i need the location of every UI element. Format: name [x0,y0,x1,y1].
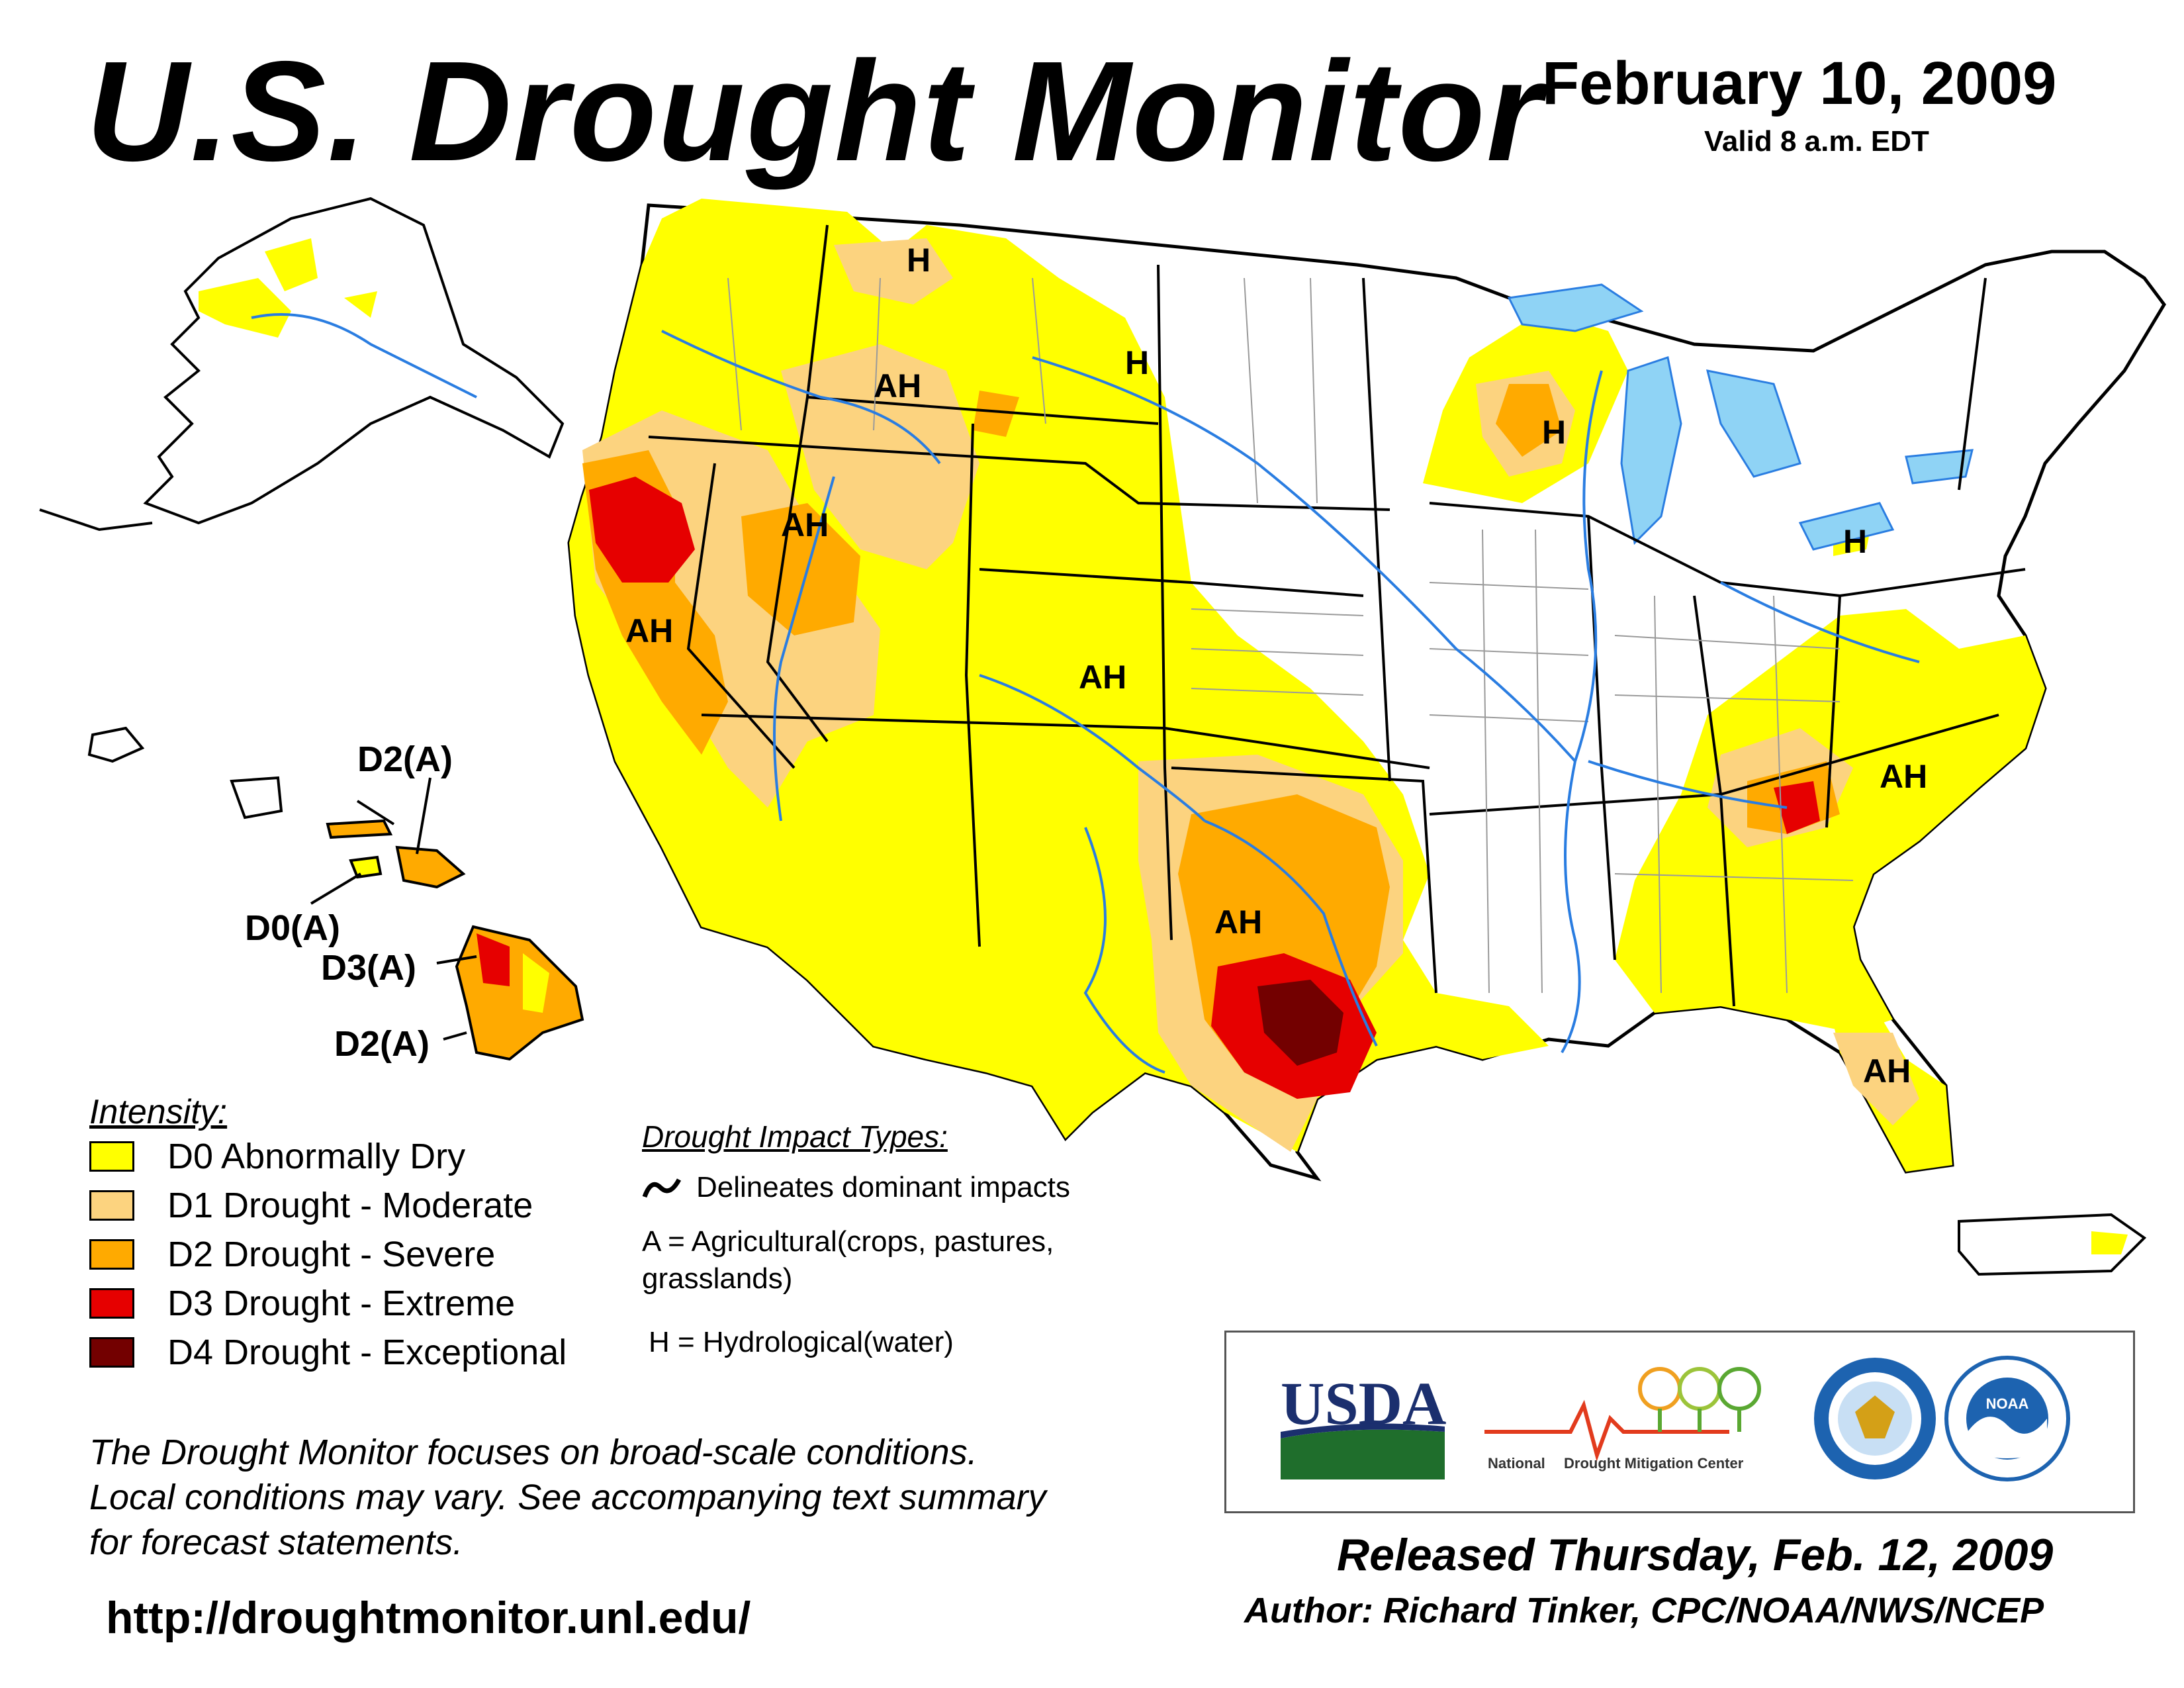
big-island [455,925,584,1061]
impact-label-ca: AH [625,612,673,649]
big-island-d0 [523,953,549,1013]
county-lines [727,277,1854,994]
ndmc-text-1: National [1488,1455,1545,1472]
kauai [87,726,145,763]
legend-swatch-d3 [89,1288,134,1319]
legend-swatch-d2 [89,1239,134,1270]
impact-label-co: AH [1079,659,1126,696]
alaska-d0-2 [265,238,318,291]
legend-label-d1: D1 Drought - Moderate [167,1186,533,1225]
alaska-outline [143,197,565,525]
note-line-1: The Drought Monitor focuses on broad-sca… [89,1432,978,1472]
hawaii-label-2: D0(A) [245,908,340,948]
maui [395,845,466,889]
impact-label-wi: H [1542,414,1566,451]
map-date: February 10, 2009 [1542,50,2057,117]
legend-label-d4: D4 Drought - Exceptional [167,1333,567,1372]
big-island-d3 [477,933,510,986]
impact-label-fl: AH [1863,1053,1911,1090]
d4-area [1257,980,1343,1066]
impact-agricultural-2: grasslands) [642,1262,793,1295]
impact-label-mt: H [907,242,931,279]
intensity-legend: Intensity: D0 Abnormally Dry D1 Drought … [89,1092,567,1377]
impact-label-mt-east: H [1125,344,1149,381]
legend-row-d0: D0 Abnormally Dry [89,1132,567,1181]
alaska-d0 [199,278,291,338]
aleutians [39,508,153,532]
yukon-river [251,313,477,399]
hawaii-label-3: D3(A) [321,948,416,988]
oahu [230,776,283,820]
disclaimer-note: The Drought Monitor focuses on broad-sca… [89,1430,1214,1565]
impact-label-or: AH [781,506,829,543]
legend-swatch-d4 [89,1337,134,1368]
hawaii-label-1: D2(A) [357,739,453,779]
logos-svg: USDA National Drought Mitigation Center [1281,1356,2070,1481]
hawaii-leader-3 [310,872,362,905]
impact-agricultural-1: A = Agricultural(crops, pastures, [642,1225,1054,1258]
hawaii-label-4: D2(A) [334,1024,430,1064]
rivers [661,330,1920,1074]
legend-row-d2: D2 Drought - Severe [89,1230,567,1279]
release-date: Released Thursday, Feb. 12, 2009 [1337,1530,2054,1580]
legend-title: Intensity: [89,1093,228,1131]
molokai [326,819,393,839]
legend-row-d3: D3 Drought - Extreme [89,1279,567,1328]
usda-logo: USDA [1281,1370,1446,1479]
commerce-seal-icon [1814,1358,1936,1479]
hawaii-map: D2(A) D0(A) D3(A) D2(A) [87,726,584,1064]
hawaii-leader-1 [356,800,395,825]
ndmc-text-2: Drought Mitigation Center [1564,1455,1744,1472]
noaa-logo: NOAA [1944,1356,2070,1481]
impact-label-id: AH [874,367,921,404]
legend-label-d3: D3 Drought - Extreme [167,1284,516,1323]
author-credit: Author: Richard Tinker, CPC/NOAA/NWS/NCE… [1244,1591,2044,1630]
hawaii-leader-4 [436,955,477,964]
hawaii-leader-2 [416,777,432,855]
alaska-d0-3 [344,291,377,318]
page-title: U.S. Drought Monitor [86,31,1543,191]
legend-label-d0: D0 Abnormally Dry [167,1137,466,1176]
alaska-map [39,197,565,532]
impact-label-nc: AH [1880,758,1927,795]
impact-types: Drought Impact Types: Delineates dominan… [642,1119,1171,1361]
valid-time: Valid 8 a.m. EDT [1704,125,1929,158]
impact-title: Drought Impact Types: [642,1119,948,1154]
legend-row-d1: D1 Drought - Moderate [89,1181,567,1230]
legend-label-d2: D2 Drought - Severe [167,1235,496,1274]
impact-line-icon [642,1178,682,1198]
state-borders [648,224,2026,1007]
legend-swatch-d0 [89,1141,134,1172]
impact-delineates: Delineates dominant impacts [696,1171,1070,1203]
impact-hydrological: H = Hydrological(water) [649,1326,954,1358]
ndmc-logo: National Drought Mitigation Center [1484,1367,1761,1472]
legend-row-d4: D4 Drought - Exceptional [89,1328,567,1377]
website-link[interactable]: http://droughtmonitor.unl.edu/ [106,1593,751,1643]
conus-map: H AH H H AH AH AH H AH AH AH [567,199,2167,1182]
great-lakes [1507,283,1974,551]
noaa-text: NOAA [1986,1395,2029,1412]
legend-swatch-d1 [89,1190,134,1221]
hawaii-leader-5 [443,1031,467,1041]
lanai [349,855,383,879]
impact-label-pa: H [1843,523,1867,560]
impact-label-tx: AH [1214,904,1262,941]
note-line-3: for forecast statements. [89,1523,463,1562]
puerto-rico-map [1958,1213,2147,1276]
partner-logos: USDA National Drought Mitigation Center [1224,1331,2135,1513]
note-line-2: Local conditions may vary. See accompany… [89,1477,1046,1517]
